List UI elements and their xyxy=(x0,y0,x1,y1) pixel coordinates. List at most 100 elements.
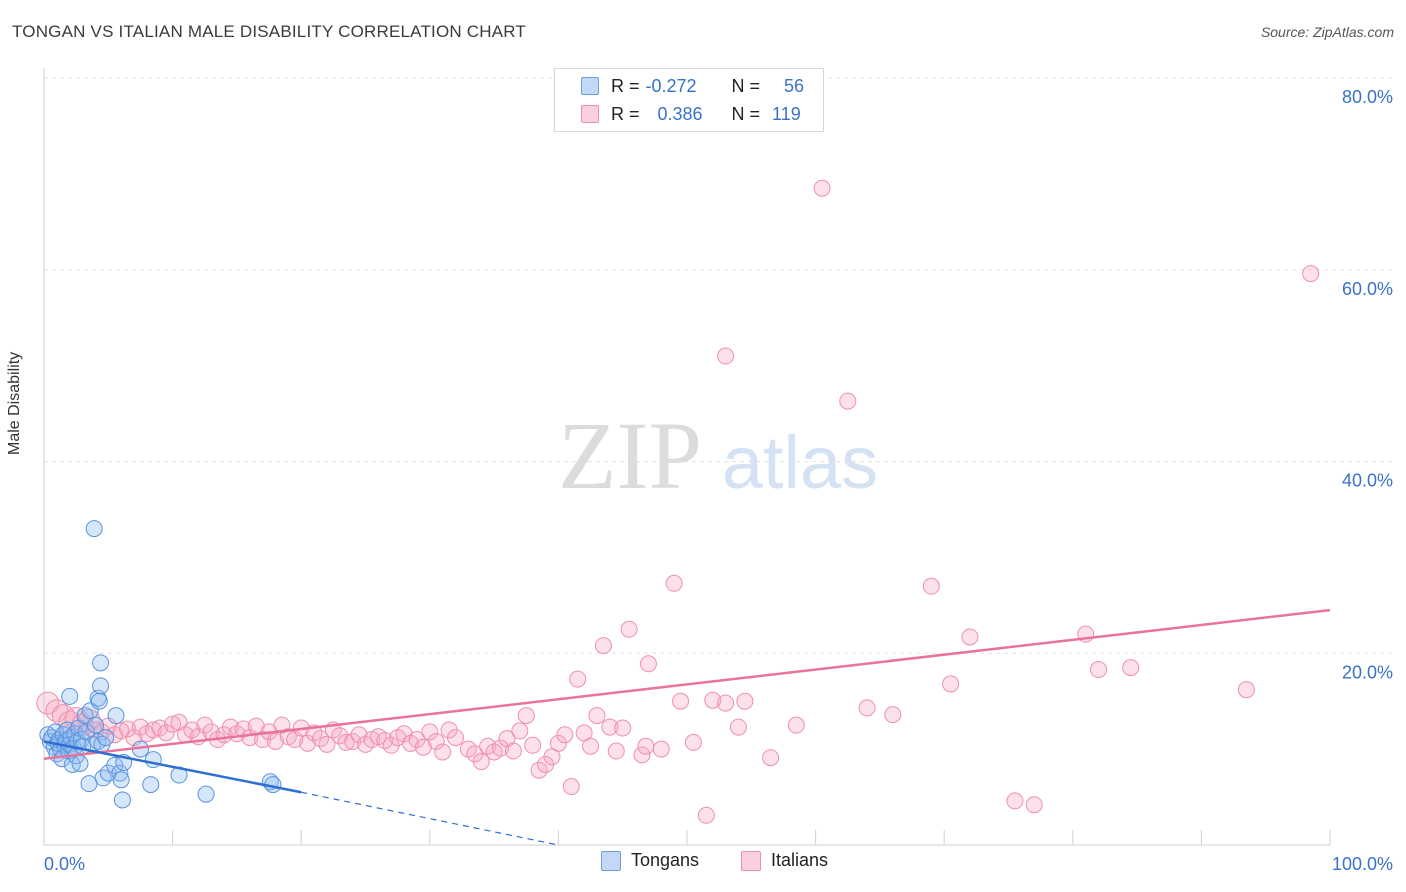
italian-point xyxy=(672,692,690,710)
r-value: -0.272 xyxy=(645,75,697,96)
tongan-point xyxy=(80,775,98,793)
axes xyxy=(43,68,1331,846)
italian-point xyxy=(119,720,137,738)
italian-point xyxy=(492,739,510,757)
trend-lines xyxy=(43,608,1331,846)
watermark-atlas: atlas xyxy=(722,421,878,504)
italian-point xyxy=(839,392,857,410)
italians-swatch xyxy=(741,850,761,871)
tongans-trend-line xyxy=(43,740,302,794)
italian-point xyxy=(472,753,490,771)
italian-point xyxy=(131,718,149,736)
y-tick-label: 80.0% xyxy=(1342,87,1393,107)
italian-point xyxy=(299,734,317,752)
tongan-point xyxy=(113,791,131,809)
italian-point xyxy=(318,735,336,753)
n-value: 56 xyxy=(784,75,805,96)
legend-item-italians: Italians xyxy=(741,850,828,871)
italians-label: Italians xyxy=(771,850,829,870)
n-value: 119 xyxy=(772,103,801,124)
y-axis-label: Male Disability xyxy=(6,351,23,455)
italian-point xyxy=(717,694,735,712)
watermark-zip: ZIP xyxy=(558,402,702,509)
italian-point xyxy=(1006,792,1024,810)
tongans-swatch xyxy=(601,850,621,871)
tongan-point xyxy=(111,764,129,782)
italian-point xyxy=(1025,796,1043,814)
italian-point xyxy=(266,732,284,750)
italian-point xyxy=(421,723,439,741)
tongan-point xyxy=(94,769,112,787)
italian-point xyxy=(504,742,522,760)
italian-point xyxy=(350,726,368,744)
n-label: N = xyxy=(731,103,761,124)
italian-point xyxy=(434,743,452,761)
y-tick-labels: 20.0% 40.0% 60.0% 80.0% xyxy=(1342,87,1393,682)
italian-point xyxy=(607,742,625,760)
italian-point xyxy=(601,718,619,736)
italian-point xyxy=(633,746,651,764)
italian-point xyxy=(311,730,329,748)
tongan-point xyxy=(92,677,110,695)
italian-point xyxy=(697,806,715,824)
italian-point xyxy=(234,720,252,738)
italian-point xyxy=(517,707,535,725)
legend-row-tongans: R = -0.272 N = 56 xyxy=(581,74,804,98)
tongan-point xyxy=(112,771,130,789)
tongans-swatch xyxy=(581,77,599,95)
italian-point xyxy=(337,733,355,751)
watermark: ZIP atlas xyxy=(558,402,878,509)
italian-point xyxy=(594,637,612,655)
y-tick-label: 20.0% xyxy=(1342,662,1393,682)
italian-point xyxy=(427,732,445,750)
italian-point xyxy=(447,729,465,747)
italian-point xyxy=(1302,265,1320,283)
italian-point xyxy=(620,620,638,638)
italian-point xyxy=(36,691,60,715)
tongan-point xyxy=(89,689,107,707)
italian-point xyxy=(144,721,162,739)
r-value: 0.386 xyxy=(657,103,703,124)
italian-point xyxy=(729,718,747,736)
italian-point xyxy=(961,628,979,646)
x-tick-labels: 0.0% 100.0% xyxy=(44,854,1393,874)
tongan-point xyxy=(71,755,89,773)
italian-point xyxy=(1122,659,1140,677)
legend-row-italians: R = 0.386 N = 119 xyxy=(581,102,801,126)
italian-point xyxy=(684,733,702,751)
italian-point xyxy=(183,721,201,739)
italian-point xyxy=(614,719,632,737)
italian-point xyxy=(884,706,902,724)
italian-point xyxy=(813,179,831,197)
x-tick-label: 100.0% xyxy=(1332,854,1393,874)
italian-point xyxy=(942,675,960,693)
italian-point xyxy=(704,691,722,709)
italian-point xyxy=(164,715,182,733)
italian-point xyxy=(639,655,657,673)
italian-point xyxy=(344,732,362,750)
italian-point xyxy=(1237,681,1255,699)
x-tick-label: 0.0% xyxy=(44,854,85,874)
italian-point xyxy=(511,722,529,740)
n-label: N = xyxy=(731,75,761,96)
italian-point xyxy=(652,740,670,758)
italian-point xyxy=(736,692,754,710)
r-label: R = xyxy=(611,103,640,124)
tongan-point xyxy=(97,729,115,747)
tongan-point xyxy=(90,692,108,710)
italian-point xyxy=(221,718,239,736)
italian-point xyxy=(665,574,683,592)
legend-item-tongans: Tongans xyxy=(601,850,699,871)
italians-trend-line xyxy=(43,608,1331,760)
source-label: Source: ZipAtlas.com xyxy=(1260,24,1394,40)
italian-point xyxy=(717,347,735,365)
italian-point xyxy=(549,734,567,752)
italian-point xyxy=(1090,661,1108,679)
tongan-point xyxy=(197,785,215,803)
tongan-point xyxy=(142,776,160,794)
italian-point xyxy=(524,736,542,754)
tongan-point xyxy=(86,716,104,734)
y-tick-label: 40.0% xyxy=(1342,471,1393,491)
tongan-point xyxy=(61,687,79,705)
